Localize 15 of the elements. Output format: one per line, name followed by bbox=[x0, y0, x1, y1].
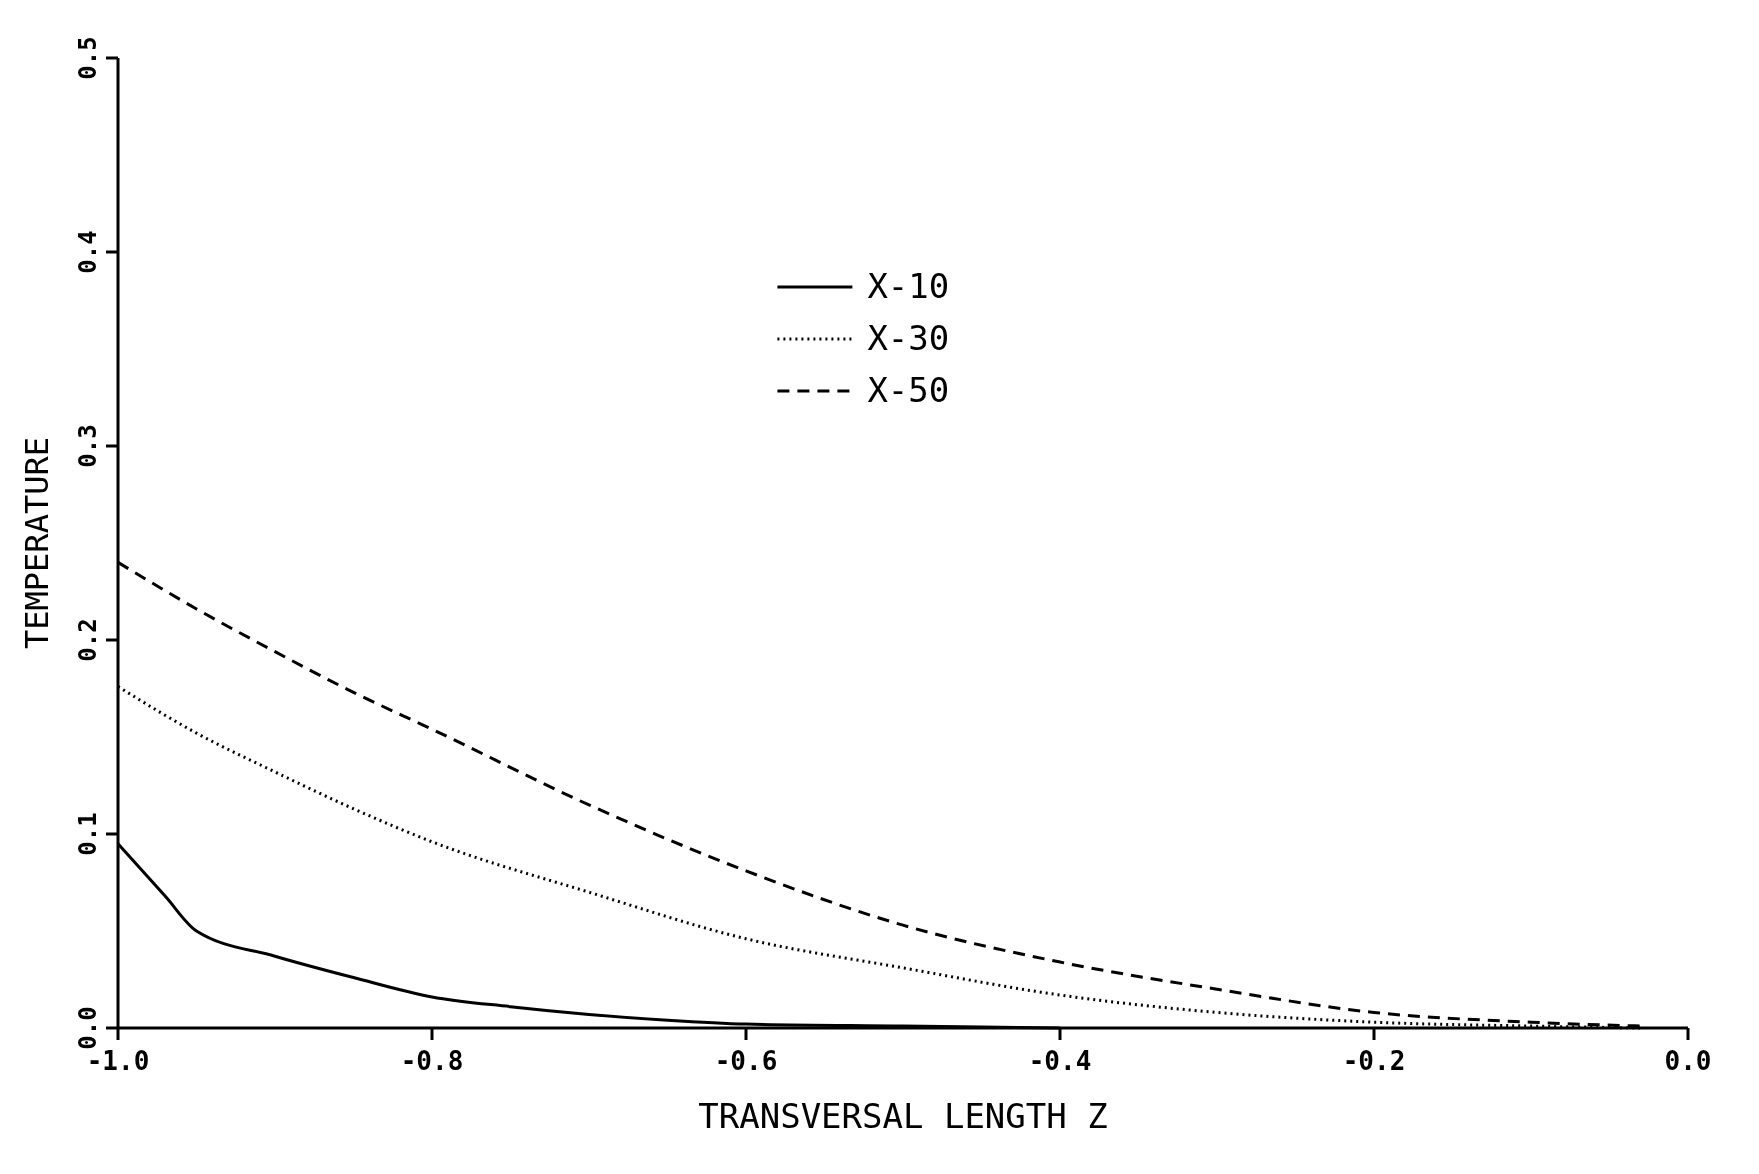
y-tick-label: 0.4 bbox=[74, 230, 102, 274]
legend-label: X-10 bbox=[867, 266, 950, 306]
legend-label: X-50 bbox=[867, 370, 950, 410]
x-tick-label: -0.6 bbox=[714, 1046, 778, 1076]
x-tick-label: 0.0 bbox=[1664, 1046, 1712, 1076]
y-tick-label: 0.3 bbox=[74, 424, 102, 468]
x-axis-title: TRANSVERSAL LENGTH Z bbox=[698, 1096, 1108, 1136]
x-tick-label: -0.8 bbox=[400, 1046, 464, 1076]
y-tick-label: 0.1 bbox=[74, 812, 102, 856]
y-axis-title: TEMPERATURE bbox=[18, 437, 56, 649]
x-tick-label: -0.4 bbox=[1028, 1046, 1092, 1076]
x-tick-label: -0.2 bbox=[1342, 1046, 1406, 1076]
y-tick-label: 0.2 bbox=[74, 618, 102, 662]
legend-label: X-30 bbox=[867, 318, 950, 358]
y-tick-label: 0.5 bbox=[74, 36, 102, 80]
